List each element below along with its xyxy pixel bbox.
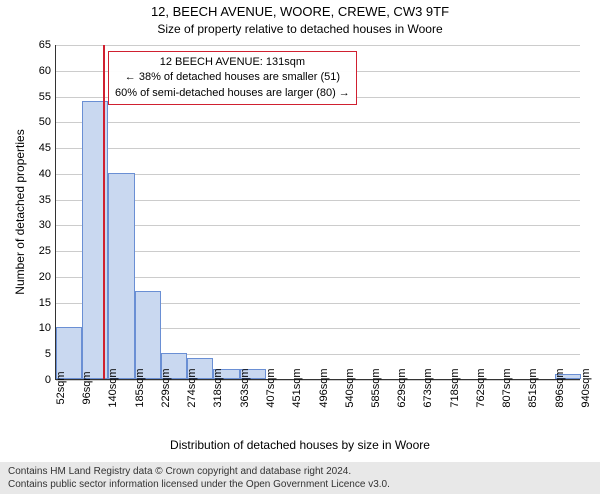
annotation-line: ← 38% of detached houses are smaller (51… [115, 70, 350, 85]
x-axis-label: Distribution of detached houses by size … [0, 438, 600, 452]
x-tick-label: 762sqm [475, 368, 487, 407]
chart-subtitle: Size of property relative to detached ho… [0, 22, 600, 36]
chart-title: 12, BEECH AVENUE, WOORE, CREWE, CW3 9TF [0, 4, 600, 19]
y-tick-label: 25 [0, 245, 51, 257]
histogram-bar [135, 291, 161, 379]
x-tick-label: 96sqm [81, 371, 93, 404]
plot-area: 12 BEECH AVENUE: 131sqm← 38% of detached… [55, 45, 580, 380]
x-tick-label: 140sqm [107, 368, 119, 407]
x-tick-label: 940sqm [580, 368, 592, 407]
y-tick-label: 5 [0, 348, 51, 360]
chart-footer: Contains HM Land Registry data © Crown c… [0, 462, 600, 494]
x-tick-label: 496sqm [318, 368, 330, 407]
y-tick-label: 65 [0, 39, 51, 51]
gridline [56, 148, 580, 149]
x-tick-label: 229sqm [160, 368, 172, 407]
x-tick-label: 851sqm [527, 368, 539, 407]
y-tick-label: 45 [0, 142, 51, 154]
x-tick-label: 718sqm [449, 368, 461, 407]
x-tick-label: 673sqm [422, 368, 434, 407]
footer-line-2: Contains public sector information licen… [8, 478, 592, 491]
x-tick-label: 540sqm [344, 368, 356, 407]
y-tick-label: 0 [0, 374, 51, 386]
x-tick-label: 451sqm [291, 368, 303, 407]
x-tick-label: 318sqm [212, 368, 224, 407]
gridline [56, 45, 580, 46]
y-tick-label: 20 [0, 271, 51, 283]
y-tick-label: 40 [0, 168, 51, 180]
y-tick-label: 10 [0, 322, 51, 334]
histogram-chart: 12, BEECH AVENUE, WOORE, CREWE, CW3 9TF … [0, 0, 600, 500]
x-tick-label: 629sqm [396, 368, 408, 407]
x-tick-label: 185sqm [134, 368, 146, 407]
annotation-box: 12 BEECH AVENUE: 131sqm← 38% of detached… [108, 51, 357, 105]
y-tick-label: 60 [0, 65, 51, 77]
y-tick-label: 55 [0, 91, 51, 103]
x-tick-label: 807sqm [501, 368, 513, 407]
x-tick-label: 896sqm [554, 368, 566, 407]
x-tick-label: 407sqm [265, 368, 277, 407]
y-tick-label: 15 [0, 297, 51, 309]
property-marker-line [103, 45, 105, 379]
y-tick-label: 50 [0, 116, 51, 128]
annotation-line: 12 BEECH AVENUE: 131sqm [115, 55, 350, 70]
x-tick-label: 274sqm [186, 368, 198, 407]
x-tick-label: 363sqm [239, 368, 251, 407]
x-tick-label: 585sqm [370, 368, 382, 407]
y-tick-label: 30 [0, 219, 51, 231]
footer-line-1: Contains HM Land Registry data © Crown c… [8, 465, 592, 478]
gridline [56, 122, 580, 123]
histogram-bar [108, 173, 135, 379]
annotation-line: 60% of semi-detached houses are larger (… [115, 86, 350, 101]
y-tick-label: 35 [0, 194, 51, 206]
x-tick-label: 52sqm [55, 371, 67, 404]
